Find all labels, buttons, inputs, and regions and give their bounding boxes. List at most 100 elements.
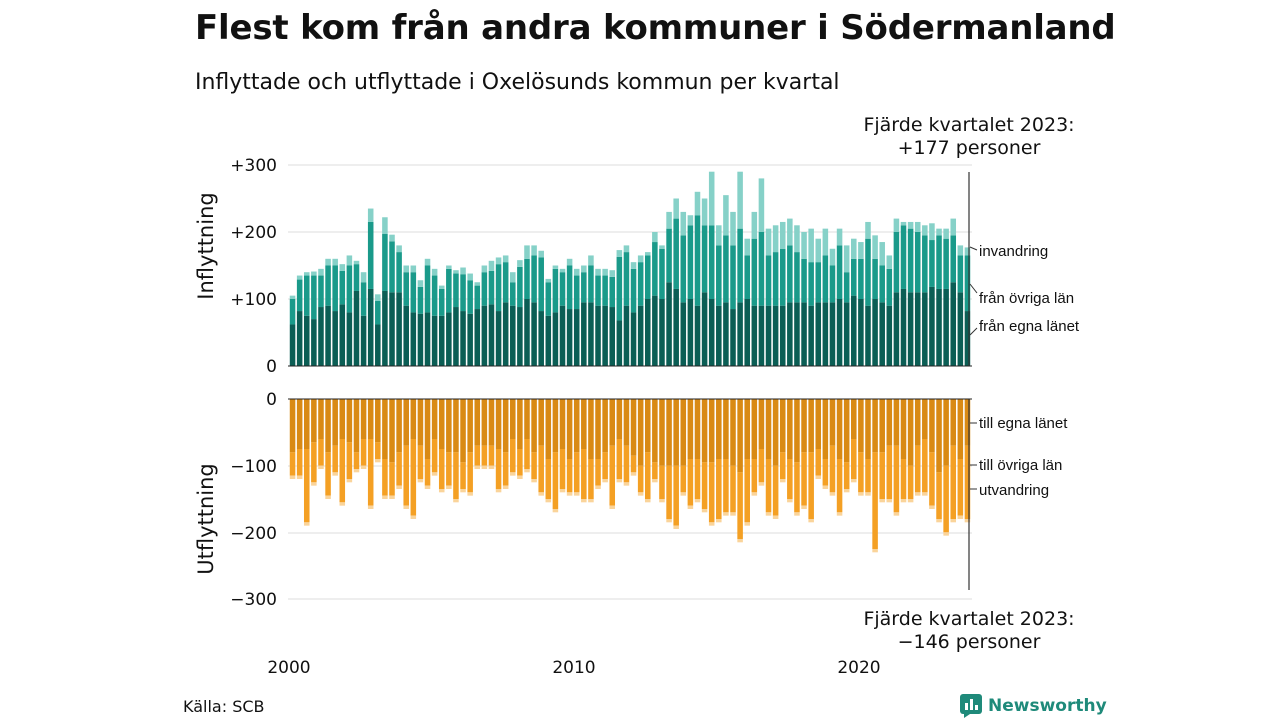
bar-in-ovriga-lan-7 <box>339 270 346 305</box>
bar-in-egna-lanet-66 <box>758 305 765 366</box>
bar-in-egna-lanet-45 <box>609 307 616 366</box>
bar-out-egna-lanet-59 <box>708 399 715 463</box>
bar-in-invandring-93 <box>950 218 957 236</box>
bar-out-utvandring-44 <box>602 479 608 483</box>
logo-text: Newsworthy <box>988 696 1107 716</box>
bar-out-ovriga-lan-30 <box>502 452 509 486</box>
bar-in-invandring-5 <box>325 258 331 266</box>
bar-in-invandring-81 <box>865 221 871 239</box>
bar-out-egna-lanet-3 <box>311 399 317 443</box>
bar-out-egna-lanet-34 <box>531 399 537 453</box>
bar-in-ovriga-lan-32 <box>517 266 523 308</box>
bar-out-egna-lanet-87 <box>907 399 914 466</box>
bar-out-egna-lanet-92 <box>943 399 949 466</box>
bar-out-ovriga-lan-94 <box>957 459 964 516</box>
bar-out-egna-lanet-42 <box>588 399 594 459</box>
bar-in-invandring-74 <box>815 238 822 263</box>
bar-out-ovriga-lan-69 <box>779 452 786 479</box>
bar-in-egna-lanet-63 <box>737 302 743 366</box>
bar-out-utvandring-28 <box>488 465 495 469</box>
bar-in-ovriga-lan-83 <box>879 265 885 303</box>
bar-out-utvandring-39 <box>566 492 573 496</box>
bar-in-egna-lanet-73 <box>808 305 814 366</box>
bar-in-invandring-94 <box>957 245 964 256</box>
bar-in-invandring-12 <box>375 294 381 302</box>
bar-in-invandring-70 <box>787 218 793 246</box>
bar-in-egna-lanet-37 <box>552 312 559 366</box>
legend-fran-ovriga-lan: från övriga län <box>979 290 1074 307</box>
bar-out-ovriga-lan-79 <box>851 439 857 479</box>
bar-in-invandring-43 <box>595 268 601 276</box>
bar-in-egna-lanet-78 <box>843 302 850 366</box>
bar-in-ovriga-lan-18 <box>417 286 424 314</box>
bar-in-invandring-3 <box>311 271 317 276</box>
bar-out-utvandring-13 <box>382 495 388 499</box>
bar-out-utvandring-4 <box>318 465 324 469</box>
bar-out-ovriga-lan-8 <box>346 442 353 479</box>
bar-in-ovriga-lan-4 <box>318 275 324 308</box>
bar-out-egna-lanet-56 <box>687 399 694 459</box>
bar-out-utvandring-20 <box>431 472 438 476</box>
bar-out-utvandring-33 <box>524 469 530 473</box>
bar-out-egna-lanet-27 <box>481 399 488 446</box>
bar-out-ovriga-lan-75 <box>822 459 829 486</box>
bar-in-ovriga-lan-65 <box>751 238 758 306</box>
bar-in-ovriga-lan-80 <box>858 258 864 299</box>
bar-in-invandring-49 <box>637 255 644 263</box>
bar-out-egna-lanet-50 <box>644 399 651 453</box>
bar-out-utvandring-90 <box>929 505 935 509</box>
bar-in-egna-lanet-84 <box>886 305 893 366</box>
bar-out-ovriga-lan-44 <box>602 452 608 479</box>
bar-in-invandring-33 <box>524 245 530 259</box>
bar-in-invandring-57 <box>694 191 701 216</box>
bar-out-utvandring-58 <box>701 509 708 513</box>
bar-in-egna-lanet-35 <box>538 311 544 366</box>
bar-in-egna-lanet-25 <box>467 313 473 366</box>
bar-in-egna-lanet-54 <box>673 288 679 366</box>
bar-out-utvandring-5 <box>325 495 331 499</box>
bar-out-utvandring-57 <box>694 499 701 503</box>
bar-in-ovriga-lan-6 <box>332 265 338 312</box>
bar-in-invandring-54 <box>673 198 679 219</box>
bar-in-egna-lanet-33 <box>524 299 530 366</box>
bar-in-ovriga-lan-36 <box>545 282 552 316</box>
bar-in-egna-lanet-38 <box>559 305 566 366</box>
bar-in-ovriga-lan-13 <box>382 234 388 291</box>
bar-in-egna-lanet-57 <box>694 305 701 366</box>
bar-in-ovriga-lan-42 <box>588 265 594 303</box>
bar-out-egna-lanet-41 <box>581 399 587 449</box>
bar-out-egna-lanet-2 <box>303 399 310 449</box>
bar-out-ovriga-lan-2 <box>303 449 310 523</box>
bar-out-utvandring-32 <box>517 475 523 479</box>
bar-out-egna-lanet-39 <box>566 399 573 459</box>
bar-in-egna-lanet-94 <box>957 292 964 366</box>
bar-out-utvandring-9 <box>353 469 360 473</box>
bar-in-egna-lanet-85 <box>893 292 900 366</box>
bar-in-ovriga-lan-21 <box>438 288 445 316</box>
bar-in-egna-lanet-75 <box>822 302 829 366</box>
bar-out-utvandring-41 <box>581 499 587 503</box>
bar-out-utvandring-30 <box>502 485 509 489</box>
bar-out-egna-lanet-61 <box>723 399 729 459</box>
bar-in-invandring-58 <box>701 198 708 226</box>
bar-in-invandring-83 <box>879 242 885 266</box>
bar-out-utvandring-50 <box>644 499 651 503</box>
bar-in-egna-lanet-19 <box>424 312 431 366</box>
bar-out-ovriga-lan-51 <box>652 462 658 479</box>
bar-out-utvandring-59 <box>708 522 715 526</box>
bar-out-utvandring-40 <box>573 492 580 496</box>
bar-out-egna-lanet-7 <box>339 399 346 439</box>
bar-in-invandring-34 <box>531 245 537 256</box>
bar-in-invandring-67 <box>765 228 772 256</box>
bar-out-utvandring-22 <box>446 485 452 489</box>
bar-out-utvandring-88 <box>914 492 921 496</box>
bar-in-egna-lanet-30 <box>502 302 509 366</box>
bar-in-egna-lanet-34 <box>531 302 537 366</box>
bar-in-ovriga-lan-0 <box>289 299 296 325</box>
bar-out-ovriga-lan-49 <box>637 465 644 493</box>
bar-in-egna-lanet-70 <box>787 302 793 366</box>
bar-out-utvandring-68 <box>772 515 779 519</box>
bar-in-egna-lanet-26 <box>474 309 481 366</box>
bar-in-ovriga-lan-93 <box>950 235 957 283</box>
bar-in-ovriga-lan-70 <box>787 245 793 303</box>
